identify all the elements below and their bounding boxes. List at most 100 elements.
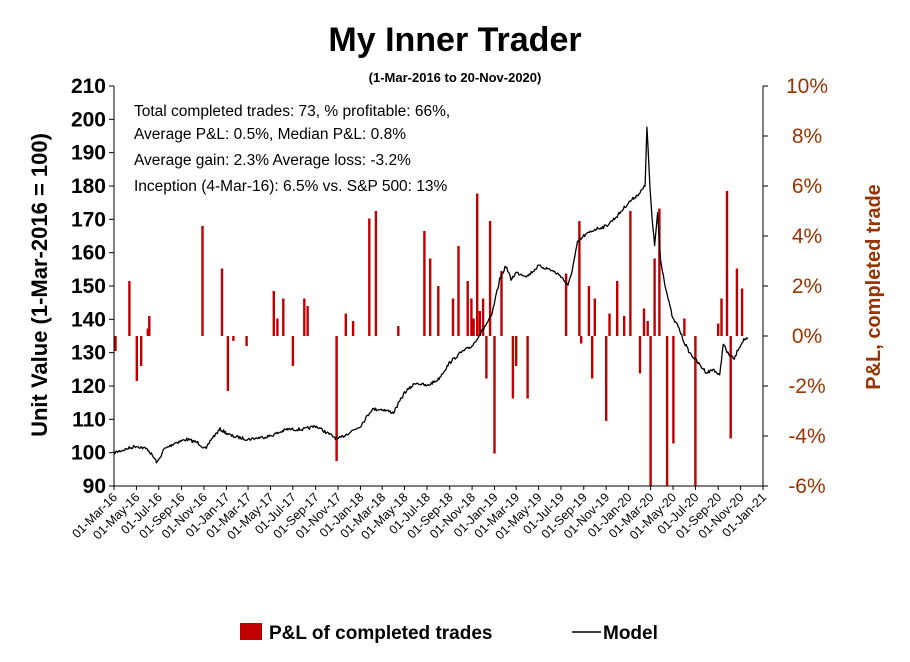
pnl-bar [485, 336, 488, 379]
pnl-bar [272, 291, 275, 336]
pnl-bar [429, 258, 432, 336]
pnl-bar [457, 246, 460, 336]
y-tick-label: 190 [71, 142, 106, 165]
pnl-bar [649, 336, 652, 486]
pnl-bar [276, 318, 279, 336]
y-tick-label: 110 [72, 408, 106, 431]
y2-tick-label: -4% [788, 425, 825, 448]
annotation-line: Total completed trades: 73, % profitable… [134, 103, 450, 120]
pnl-bar [140, 336, 143, 366]
pnl-bar [658, 208, 661, 336]
y-tick-label: 150 [71, 275, 106, 298]
pnl-bar [608, 313, 611, 336]
pnl-bar [605, 336, 608, 421]
y2-tick-label: -2% [788, 375, 825, 398]
pnl-bar [368, 218, 371, 336]
pnl-bar [629, 211, 632, 336]
pnl-bar [720, 298, 723, 336]
pnl-bar [114, 336, 117, 351]
pnl-bar [646, 321, 649, 336]
pnl-bar [587, 286, 591, 336]
annotation-block: Total completed trades: 73, % profitable… [134, 103, 450, 195]
model-line [113, 126, 749, 464]
pnl-bar [672, 336, 675, 444]
pnl-bar [735, 268, 739, 336]
pnl-bar [291, 336, 295, 366]
pnl-bar [232, 336, 235, 341]
y-tick-label: 120 [71, 375, 106, 398]
y2-tick-label: 0% [792, 325, 822, 348]
pnl-bar [451, 298, 455, 336]
y-tick-label: 180 [71, 175, 106, 198]
y-tick-label: 200 [71, 108, 106, 131]
pnl-bar [423, 231, 426, 336]
pnl-bar [665, 336, 669, 486]
pnl-bar [493, 336, 496, 454]
y2-tick-label: 2% [792, 275, 822, 298]
y-tick-label: 140 [71, 308, 106, 331]
pnl-bar [580, 336, 583, 344]
chart-title: My Inner Trader [328, 21, 581, 59]
pnl-bar [729, 336, 732, 439]
pnl-bar [146, 328, 149, 336]
legend-swatch-bars [240, 623, 262, 640]
pnl-bar [397, 326, 400, 336]
y-tick-label: 90 [83, 475, 106, 498]
pnl-bar [226, 336, 230, 391]
y2-tick-label: 10% [786, 75, 828, 98]
annotation-line: Average P&L: 0.5%, Median P&L: 0.8% [134, 126, 406, 143]
pnl-bar [638, 336, 642, 374]
y2-tick-label: 4% [792, 225, 822, 248]
plot-area: 90 100 110 120 130 140 150 160 170 180 190 200 210 -6… [69, 75, 828, 542]
pnl-bar [335, 336, 338, 461]
pnl-bar [306, 306, 309, 336]
pnl-bar [683, 318, 686, 336]
pnl-bar [500, 271, 503, 336]
pnl-bar [476, 193, 479, 336]
y-axis-label: Unit Value (1-Mar-2016 = 100) [27, 133, 52, 437]
y-tick-label: 160 [71, 242, 106, 265]
pnl-bar [303, 298, 306, 336]
legend: P&L of completed trades Model [240, 623, 658, 644]
y-tick-label: 100 [71, 442, 106, 465]
pnl-bar [374, 211, 378, 336]
pnl-bar [725, 191, 729, 336]
legend-label-bars: P&L of completed trades [269, 623, 492, 644]
pnl-bar [135, 336, 138, 381]
pnl-bar [245, 336, 248, 346]
pnl-bar [220, 268, 224, 336]
pnl-bar [128, 281, 131, 336]
y2-tick-label: 8% [792, 125, 822, 148]
chart-subtitle: (1-Mar-2016 to 20-Nov-2020) [369, 70, 542, 85]
y2-axis-label: P&L, completed trade [863, 184, 885, 390]
pnl-bar [511, 336, 515, 399]
pnl-bar [564, 273, 568, 336]
pnl-bar [616, 281, 619, 336]
pnl-bar [593, 298, 596, 336]
legend-label-line: Model [603, 623, 658, 644]
pnl-bar [148, 316, 151, 336]
pnl-bar [578, 221, 581, 336]
y2-tick-label: -6% [788, 475, 825, 498]
pnl-bar [488, 221, 492, 336]
pnl-bar [717, 323, 720, 336]
pnl-bar [591, 336, 594, 379]
pnl-bar [344, 313, 347, 336]
pnl-bar [623, 316, 626, 336]
y-tick-label: 130 [71, 342, 106, 365]
pnl-bar [515, 336, 518, 366]
pnl-bar [470, 298, 473, 336]
pnl-bar [740, 288, 744, 336]
pnl-bar [694, 336, 697, 486]
pnl-bar [351, 321, 355, 336]
pnl-bar [481, 298, 485, 336]
y-tick-label: 170 [71, 208, 106, 231]
annotation-line: Inception (4-Mar-16): 6.5% vs. S&P 500: … [134, 178, 448, 195]
pnl-bar [478, 311, 481, 336]
pnl-bar [526, 336, 529, 399]
pnl-bar [653, 258, 656, 336]
y-tick-label: 210 [71, 75, 106, 98]
y2-tick-label: 6% [792, 175, 822, 198]
pnl-bar [472, 318, 475, 336]
